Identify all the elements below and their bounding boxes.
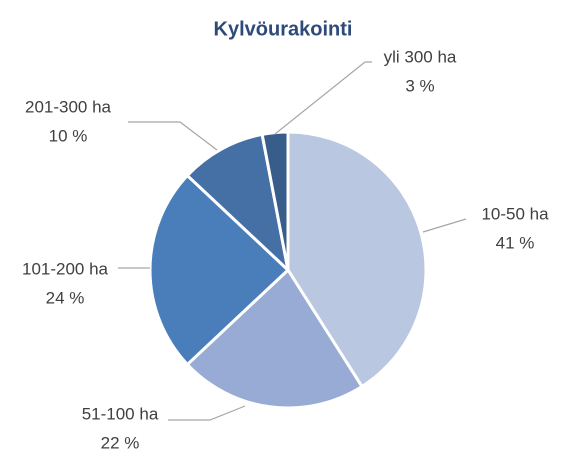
category-label: 201-300 ha	[25, 97, 112, 116]
value-label: 41 %	[496, 233, 535, 252]
pie-slice	[260, 130, 290, 272]
value-label: 24 %	[46, 288, 85, 307]
category-label: 51-100 ha	[82, 404, 159, 423]
chart-title: Kylvöurakointi	[214, 18, 353, 40]
value-label: 3 %	[405, 76, 434, 95]
leader-line	[168, 405, 246, 421]
leader-line	[128, 121, 218, 151]
pie-slice	[185, 132, 290, 272]
leader-line	[274, 61, 372, 135]
category-label: 10-50 ha	[481, 204, 549, 223]
pie-slice	[148, 174, 290, 366]
category-label: yli 300 ha	[384, 47, 457, 66]
leader-line	[422, 218, 467, 233]
value-label: 10 %	[49, 126, 88, 145]
category-label: 101-200 ha	[22, 259, 109, 278]
value-label: 22 %	[101, 433, 140, 452]
pie-slice	[185, 268, 364, 410]
